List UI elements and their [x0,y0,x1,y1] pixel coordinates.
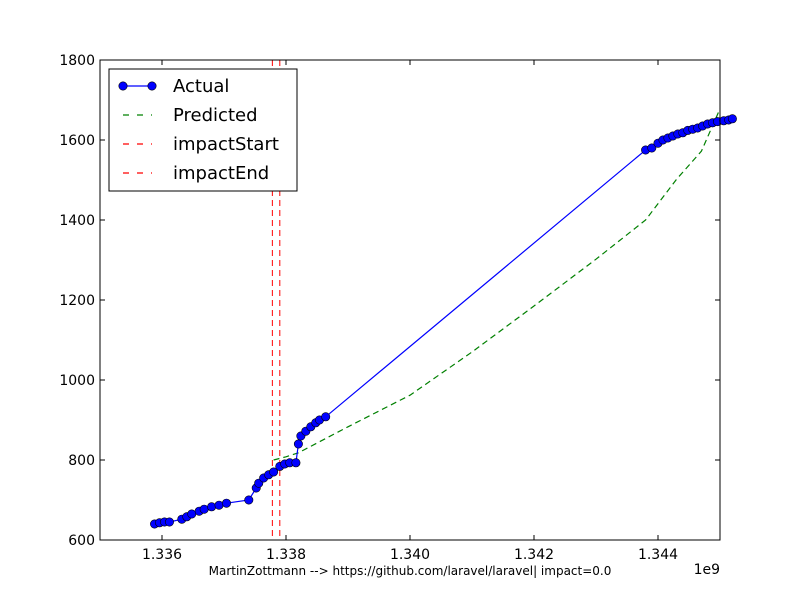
point-Actual [214,500,224,510]
legend-label: Actual [173,76,229,97]
legend-label: Predicted [173,105,258,126]
y-tick-label: 1400 [59,213,95,229]
point-Actual [293,439,303,449]
point-Actual [207,502,217,512]
x-tick-label: 1.344 [638,547,678,563]
x-tick-label: 1.342 [514,547,554,563]
point-Actual [199,504,209,514]
legend-box [108,68,298,192]
legend: Actual Predicted impactStart impactEnd [108,68,298,192]
markers [150,114,737,529]
point-Actual [647,143,657,153]
chart-caption: MartinZottmann --> https://github.com/la… [209,564,612,578]
legend-label: impactStart [173,134,279,155]
y-tick-label: 1800 [59,53,95,69]
legend-label: impactEnd [173,163,269,184]
y-tick-label: 800 [68,453,95,469]
series-Predicted [273,108,721,461]
legend-marker [147,81,157,91]
y-axis: 600 800 1000 1200 1400 1600 1800 [59,53,720,549]
y-tick-label: 600 [68,533,95,549]
point-Actual [244,495,254,505]
legend-marker [118,81,128,91]
point-Actual [291,458,301,468]
y-tick-label: 1600 [59,133,95,149]
x-offset-label: 1e9 [694,562,720,578]
point-Actual [221,498,231,508]
x-tick-label: 1.336 [142,547,182,563]
y-tick-label: 1200 [59,293,95,309]
x-tick-label: 1.338 [266,547,306,563]
point-Actual [187,509,197,519]
x-tick-label: 1.340 [390,547,430,563]
y-tick-label: 1000 [59,373,95,389]
point-Actual [164,517,174,527]
point-Actual [321,412,331,422]
x-axis: 1.336 1.338 1.340 1.342 1.344 [142,60,678,563]
point-Actual [727,114,737,124]
point-Actual [269,467,279,477]
